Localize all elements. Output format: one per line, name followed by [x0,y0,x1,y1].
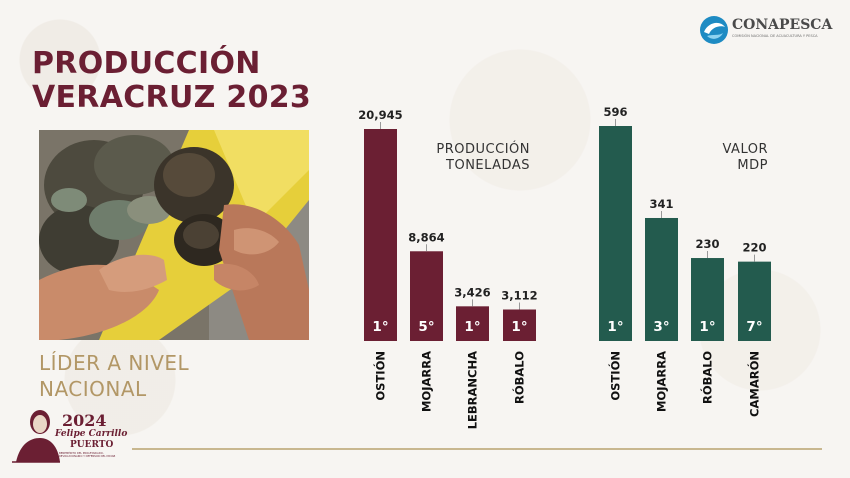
value-rank-label: 3° [653,319,669,335]
value-category-label: OSTIÓN [608,351,623,401]
value-title-line-2: MDP [737,158,768,173]
fish-swirl-icon [700,16,728,44]
production-category-label: LEBRANCHA [466,351,480,429]
value-bar-mojarra [645,217,678,341]
portrait-icon [12,410,60,463]
production-chart-title: PRODUCCIÓN TONELADAS [395,142,530,174]
production-rank-label: 1° [464,319,480,335]
logo-name: CONAPESCA [732,17,833,33]
production-value-label: 3,426 [454,285,490,299]
value-chart-title: VALOR MDP [680,142,768,174]
production-bar-lebrancha [456,306,489,341]
value-bar-ostión [599,126,632,341]
production-bar-ostión [364,129,397,341]
leader-line-1: LÍDER A NIVEL [39,351,190,375]
badge-subtitle: BENEMÉRITO DEL PROLETARIADO, REVOLUCIONA… [59,452,116,459]
badge-name-line-2: PUERTO [70,440,114,450]
page-title: PRODUCCIÓN VERACRUZ 2023 [32,47,311,115]
badge-year: 2024 [62,411,107,430]
production-category-label: RÓBALO [512,351,527,404]
title-line-2: VERACRUZ 2023 [32,80,312,115]
value-category-label: MOJARRA [655,351,669,412]
footer-divider [132,448,822,450]
production-category-label: OSTIÓN [373,351,388,401]
value-value-label: 596 [603,105,627,119]
value-bar-camarón [738,261,771,341]
value-rank-label: 1° [607,319,623,335]
value-rank-label: 1° [699,319,715,335]
production-category-label: MOJARRA [420,351,434,412]
production-rank-label: 5° [418,319,434,335]
value-value-label: 230 [695,237,719,251]
production-value-label: 20,945 [358,108,402,122]
production-title-line-1: PRODUCCIÓN [436,142,530,157]
production-bar-róbalo [503,309,536,341]
value-rank-label: 7° [746,319,762,335]
production-rank-label: 1° [511,319,527,335]
value-category-label: RÓBALO [700,351,715,404]
production-value-label: 8,864 [408,230,444,244]
value-value-label: 220 [742,241,766,255]
value-value-label: 341 [649,197,673,211]
production-rank-label: 1° [372,319,388,335]
oyster-photo-illustration [39,130,309,340]
logo-subtitle: COMISIÓN NACIONAL DE ACUACULTURA Y PESCA [732,34,818,38]
value-bar-róbalo [691,258,724,341]
production-title-line-2: TONELADAS [446,158,530,173]
leader-subtitle: LÍDER A NIVEL NACIONAL [39,350,189,402]
felipe-carrillo-badge: 2024 Felipe Carrillo PUERTO BENEMÉRITO D… [12,402,127,464]
value-category-label: CAMARÓN [747,351,762,417]
conapesca-logo: CONAPESCA COMISIÓN NACIONAL DE ACUACULTU… [698,14,838,46]
oyster-photo [39,130,309,340]
title-line-1: PRODUCCIÓN [32,46,261,81]
production-bar-mojarra [410,251,443,341]
production-value-label: 3,112 [501,289,537,303]
badge-name-line-1: Felipe Carrillo [55,429,128,439]
leader-line-2: NACIONAL [39,377,147,401]
value-title-line-1: VALOR [722,142,768,157]
